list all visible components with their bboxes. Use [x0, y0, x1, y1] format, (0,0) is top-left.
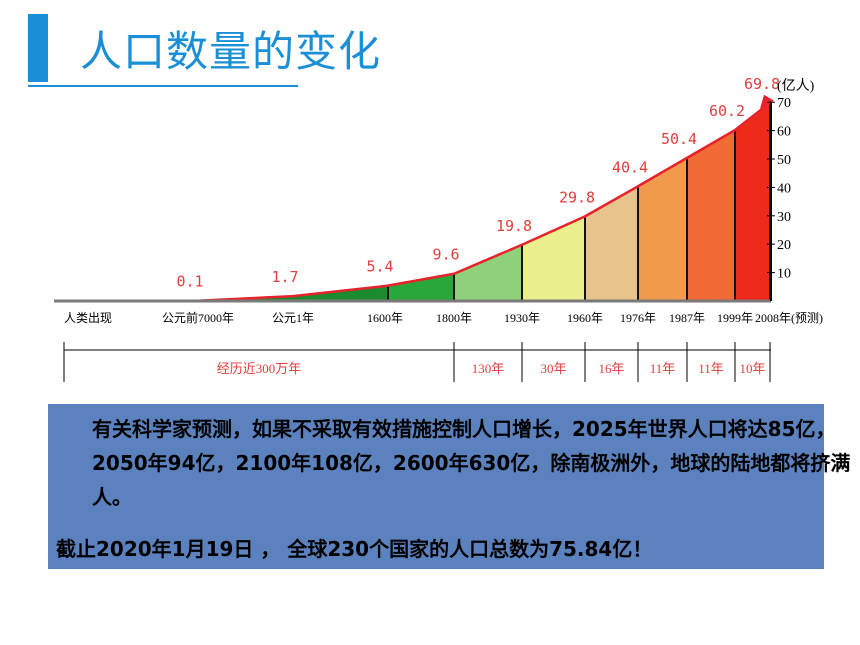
page-title: 人口数量的变化	[80, 27, 382, 76]
population-band	[735, 102, 770, 301]
data-label: 0.1	[176, 273, 203, 291]
population-band	[388, 273, 454, 301]
growth-line	[61, 101, 771, 303]
x-tick-label: (预测)	[791, 311, 823, 325]
x-tick-label: 1976年	[620, 311, 656, 325]
x-tick-label: 公元前7000年	[162, 310, 234, 325]
data-label: 5.4	[366, 258, 393, 276]
data-label: 40.4	[612, 158, 648, 176]
x-tick-label: 1600年	[367, 311, 403, 325]
interval-label: 10年	[739, 361, 765, 376]
x-tick-label: 1800年	[436, 311, 472, 325]
info-box: 有关科学家预测，如果不采取有效措施控制人口增长，2025年世界人口将达85亿，2…	[48, 404, 850, 569]
data-label: 29.8	[559, 188, 595, 206]
population-band	[522, 216, 585, 301]
data-label: 50.4	[661, 130, 697, 148]
x-tick-label: 2008年	[755, 311, 791, 325]
title-underline	[28, 85, 298, 87]
y-tick-label: 10	[777, 267, 791, 282]
data-label: 60.2	[709, 102, 745, 120]
population-band	[454, 244, 522, 301]
y-tick-label: 30	[777, 210, 791, 225]
prediction-paragraph: 有关科学家预测，如果不采取有效措施控制人口增长，2025年世界人口将达85亿，2…	[92, 417, 851, 509]
population-band	[638, 157, 687, 301]
x-tick-label: 1960年	[567, 311, 603, 325]
interval-label: 11年	[650, 361, 676, 376]
interval-label: 130年	[472, 361, 505, 376]
x-tick-label: 公元1年	[272, 311, 314, 325]
y-unit-label: (亿人)	[777, 78, 815, 94]
y-tick-label: 20	[777, 238, 791, 253]
y-tick-label: 60	[777, 125, 791, 140]
x-tick-label: 人类出现	[64, 311, 112, 325]
x-tick-label: 1987年	[669, 311, 705, 325]
interval-label: 16年	[598, 361, 624, 376]
x-tick-label: 1930年	[504, 311, 540, 325]
data-label: 1.7	[271, 268, 298, 286]
population-chart: 0.1 1.7 5.4 9.6 19.8 29.8 40.4 50.4 60.2 69.8 10 20…	[54, 75, 823, 382]
interval-label: 经历近300万年	[217, 361, 302, 376]
y-tick-label: 70	[777, 96, 791, 111]
population-band	[585, 186, 638, 301]
data-label: 69.8	[744, 75, 780, 93]
data-label: 19.8	[496, 217, 532, 235]
data-label: 9.6	[432, 246, 459, 264]
interval-label: 30年	[540, 361, 566, 376]
title-accent-bar	[28, 14, 48, 82]
current-population-paragraph: 截止2020年1月19日 ， 全球230个国家的人口总数为75.84亿！	[56, 537, 653, 561]
interval-label: 11年	[698, 361, 724, 376]
y-tick-label: 50	[777, 153, 791, 168]
x-tick-label: 1999年	[717, 311, 753, 325]
y-tick-label: 40	[777, 181, 791, 196]
population-band	[687, 130, 735, 301]
